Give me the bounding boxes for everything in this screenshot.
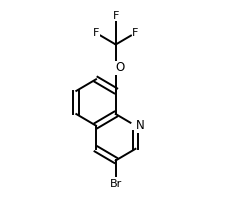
Text: N: N xyxy=(135,119,143,132)
Text: Br: Br xyxy=(109,179,121,189)
Text: O: O xyxy=(115,61,124,74)
Text: F: F xyxy=(132,28,138,38)
Text: F: F xyxy=(92,28,99,38)
Text: F: F xyxy=(112,10,118,21)
